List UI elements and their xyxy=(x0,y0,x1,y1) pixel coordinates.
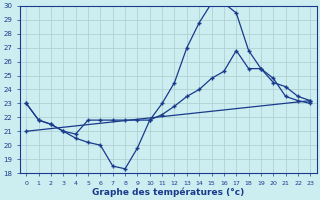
X-axis label: Graphe des températures (°c): Graphe des températures (°c) xyxy=(92,187,244,197)
